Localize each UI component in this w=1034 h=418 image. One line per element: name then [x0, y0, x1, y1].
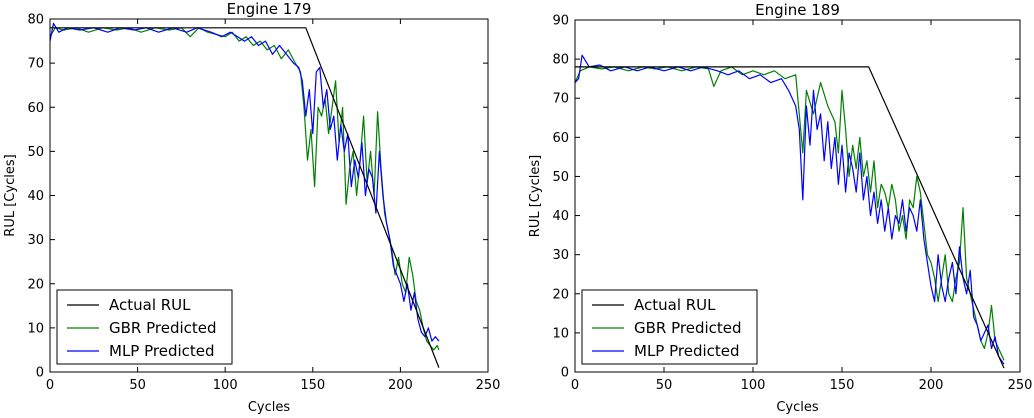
x-tick-label: 50 — [129, 378, 146, 393]
x-tick-label: 0 — [46, 378, 54, 393]
x-tick-label: 250 — [1008, 378, 1033, 393]
x-tick-label: 0 — [571, 378, 579, 393]
y-tick-label: 50 — [552, 170, 569, 185]
legend-entry: MLP Predicted — [634, 342, 740, 360]
y-tick-label: 30 — [27, 233, 44, 248]
y-tick-label: 70 — [552, 92, 569, 107]
chart-2: 0 50 100 150 200 250 0 10 20 30 40 50 60 70 80 90 Engine… — [528, 1, 1032, 415]
legend-entry: GBR Predicted — [634, 319, 742, 337]
x-tick-label: 200 — [388, 378, 413, 393]
x-tick-label: 150 — [300, 378, 325, 393]
y-tick-label: 70 — [27, 57, 44, 72]
chart-title: Engine 179 — [227, 0, 312, 18]
y-tick-label: 90 — [552, 14, 569, 29]
y-tick-label: 10 — [27, 321, 44, 336]
series-group — [50, 22, 440, 368]
x-tick-label: 50 — [656, 378, 673, 393]
series-line-actual-rul — [50, 27, 440, 368]
y-tick-label: 0 — [36, 366, 44, 381]
legend-entry: MLP Predicted — [109, 342, 215, 360]
y-axis-label: RUL [Cycles] — [528, 155, 543, 237]
y-tick-label: 50 — [27, 145, 44, 160]
y-axis-label: RUL [Cycles] — [3, 154, 18, 236]
x-tick-label: 100 — [213, 378, 238, 393]
series-line-actual-rul — [575, 66, 1005, 369]
y-tick-label: 80 — [552, 53, 569, 68]
x-axis-label: Cycles — [248, 400, 291, 415]
legend-box — [56, 289, 233, 365]
legend: Actual RUL GBR Predicted MLP Predicted — [581, 289, 758, 365]
y-tick-label: 10 — [552, 326, 569, 341]
y-tick-label: 40 — [27, 189, 44, 204]
x-axis-label: Cycles — [776, 400, 819, 415]
y-tick-label: 40 — [552, 209, 569, 224]
y-tick-label: 20 — [27, 277, 44, 292]
legend-entry: Actual RUL — [109, 296, 191, 314]
series-line-gbr-predicted — [575, 66, 1005, 361]
legend-box — [581, 289, 758, 365]
y-tick-label: 60 — [552, 131, 569, 146]
y-tick-label: 0 — [561, 366, 569, 381]
y-tick-label: 30 — [552, 248, 569, 263]
chart-title: Engine 189 — [755, 1, 840, 19]
legend: Actual RUL GBR Predicted MLP Predicted — [56, 289, 233, 365]
y-tick-label: 80 — [27, 13, 44, 28]
series-group — [575, 54, 1005, 369]
series-line-mlp-predicted — [575, 54, 1005, 365]
axes-frame — [574, 19, 1021, 373]
x-tick-label: 200 — [919, 378, 944, 393]
x-tick-label: 250 — [476, 378, 501, 393]
chart-1: 0 50 100 150 200 250 0 10 20 30 40 50 60 70 80 Engine 1… — [3, 0, 500, 415]
y-tick-label: 60 — [27, 101, 44, 116]
y-tick-label: 20 — [552, 287, 569, 302]
x-tick-label: 150 — [830, 378, 855, 393]
x-tick-label: 100 — [741, 378, 766, 393]
legend-entry: GBR Predicted — [109, 319, 217, 337]
legend-entry: Actual RUL — [634, 296, 716, 314]
